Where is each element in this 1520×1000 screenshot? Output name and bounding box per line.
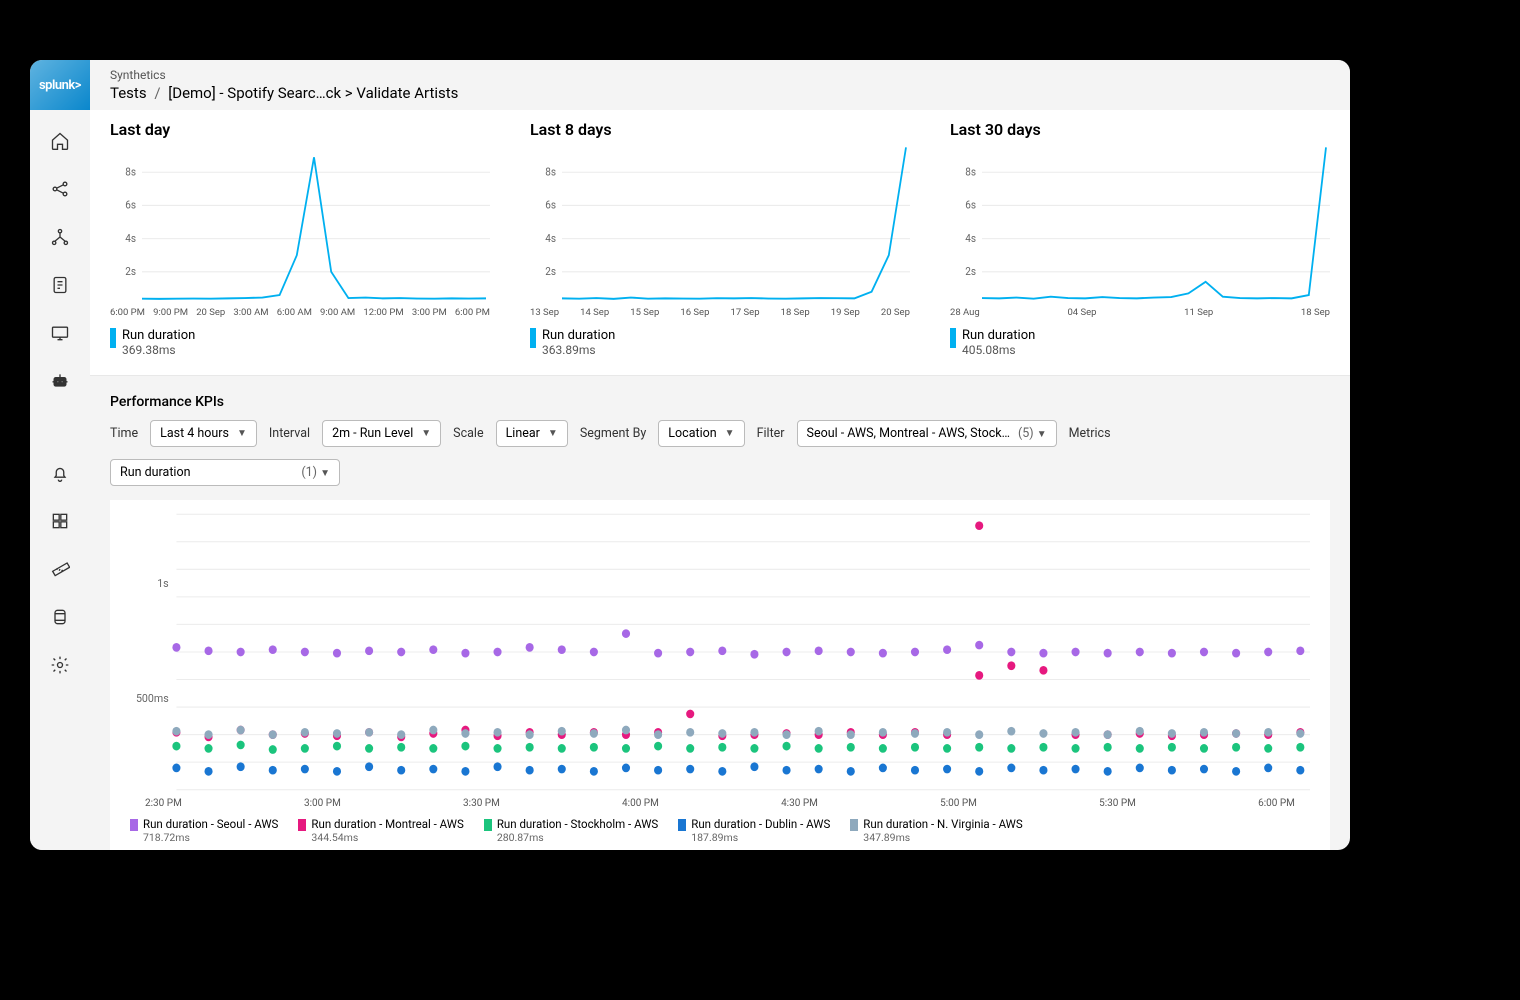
segment-label: Segment By [580, 426, 646, 441]
metrics-label: Metrics [1069, 426, 1111, 441]
scatter-legend-item: Run duration - Montreal - AWS344.54ms [298, 817, 463, 844]
legend-swatch [130, 819, 138, 831]
mini-chart-title: Last 8 days [530, 120, 910, 139]
main-content: Last day 2s 4s 6s 8s 6:00 PM9:00 PM20 Sep3:… [90, 110, 1350, 850]
app-window: splunk> Synthetics Tests / [Demo] - Spot… [30, 60, 1350, 850]
interval-label: Interval [269, 426, 310, 441]
scatter-legend: Run duration - Seoul - AWS718.72ms Run d… [130, 817, 1310, 844]
scale-label: Scale [453, 426, 483, 441]
scatter-legend-item: Run duration - Seoul - AWS718.72ms [130, 817, 278, 844]
chevron-down-icon: ▼ [237, 428, 247, 439]
legend-swatch [484, 819, 492, 831]
summary-charts-row: Last day 2s 4s 6s 8s 6:00 PM9:00 PM20 Sep3:… [90, 110, 1350, 376]
breadcrumb-sep: / [154, 84, 160, 102]
header: Synthetics Tests / [Demo] - Spotify Sear… [90, 60, 1350, 110]
mini-chart-title: Last 30 days [950, 120, 1330, 139]
chevron-down-icon: ▼ [548, 428, 558, 439]
robot-icon[interactable] [49, 370, 71, 392]
scatter-legend-item: Run duration - Dublin - AWS187.89ms [678, 817, 830, 844]
mini-chart-legend: Run duration405.08ms [950, 328, 1330, 357]
chevron-down-icon: ▼ [1037, 429, 1047, 440]
chevron-down-icon: ▼ [320, 468, 330, 479]
database-icon[interactable] [49, 606, 71, 628]
brand-logo[interactable]: splunk> [30, 60, 90, 110]
legend-swatch [298, 819, 306, 831]
legend-swatch [850, 819, 858, 831]
log-icon[interactable] [49, 274, 71, 296]
svg-text:2s: 2s [545, 265, 556, 278]
interval-dropdown[interactable]: 2m - Run Level▼ [322, 420, 441, 447]
mini-chart-title: Last day [110, 120, 490, 139]
scatter-xlabels: 2:30 PM3:00 PM3:30 PM4:00 PM4:30 PM5:00 … [130, 798, 1310, 809]
segment-dropdown[interactable]: Location▼ [658, 420, 744, 447]
legend-swatch [678, 819, 686, 831]
scatter-legend-item: Run duration - N. Virginia - AWS347.89ms [850, 817, 1022, 844]
tree-icon[interactable] [49, 226, 71, 248]
svg-text:8s: 8s [965, 165, 976, 178]
svg-text:8s: 8s [125, 165, 136, 178]
legend-swatch [530, 328, 536, 348]
kpi-title: Performance KPIs [110, 394, 1330, 410]
filter-label: Filter [757, 426, 785, 441]
screen-icon[interactable] [49, 322, 71, 344]
chevron-down-icon: ▼ [421, 428, 431, 439]
mini-chart-xlabels: 13 Sep14 Sep15 Sep16 Sep17 Sep18 Sep19 S… [530, 307, 910, 318]
scatter-chart: 500ms 1s [130, 508, 1310, 798]
time-dropdown[interactable]: Last 4 hours▼ [150, 420, 257, 447]
mini-chart-xlabels: 28 Aug04 Sep11 Sep18 Sep [950, 307, 1330, 318]
svg-text:4s: 4s [965, 232, 976, 245]
mini-chart-xlabels: 6:00 PM9:00 PM20 Sep3:00 AM6:00 AM9:00 A… [110, 307, 490, 318]
breadcrumb-root[interactable]: Tests [110, 84, 147, 102]
svg-text:6s: 6s [125, 198, 136, 211]
svg-text:4s: 4s [545, 232, 556, 245]
home-icon[interactable] [49, 130, 71, 152]
svg-text:6s: 6s [545, 198, 556, 211]
filter-dropdown[interactable]: Seoul - AWS, Montreal - AWS, Stock…(5) ▼ [797, 420, 1057, 447]
gear-icon[interactable] [49, 654, 71, 676]
breadcrumb: Tests / [Demo] - Spotify Searc…ck > Vali… [110, 84, 1330, 102]
kpi-filters: Time Last 4 hours▼ Interval 2m - Run Lev… [110, 420, 1330, 486]
mini-chart-panel: Last 30 days 2s 4s 6s 8s 28 Aug04 Sep11 Sep… [930, 120, 1350, 357]
svg-text:2s: 2s [125, 265, 136, 278]
metrics-dropdown[interactable]: Run duration(1) ▼ [110, 459, 340, 486]
section-label: Synthetics [110, 68, 1330, 82]
scale-dropdown[interactable]: Linear▼ [496, 420, 568, 447]
legend-swatch [950, 328, 956, 348]
svg-text:6s: 6s [965, 198, 976, 211]
chevron-down-icon: ▼ [725, 428, 735, 439]
mini-chart-panel: Last day 2s 4s 6s 8s 6:00 PM9:00 PM20 Sep3:… [90, 120, 510, 357]
time-label: Time [110, 426, 138, 441]
mini-line-chart: 2s 4s 6s 8s [530, 145, 910, 305]
ruler-icon[interactable] [49, 558, 71, 580]
svg-text:2s: 2s [965, 265, 976, 278]
svg-text:1s: 1s [157, 577, 169, 590]
mini-line-chart: 2s 4s 6s 8s [950, 145, 1330, 305]
sidebar-nav [30, 110, 90, 850]
kpi-section: Performance KPIs Time Last 4 hours▼ Inte… [90, 376, 1350, 850]
scatter-panel: 500ms 1s 2:30 PM3:00 PM3:30 PM4:00 PM4:30… [110, 500, 1330, 850]
bell-icon[interactable] [49, 462, 71, 484]
share-icon[interactable] [49, 178, 71, 200]
mini-chart-panel: Last 8 days 2s 4s 6s 8s 13 Sep14 Sep15 Sep1… [510, 120, 930, 357]
mini-chart-legend: Run duration369.38ms [110, 328, 490, 357]
svg-text:4s: 4s [125, 232, 136, 245]
breadcrumb-current: [Demo] - Spotify Searc…ck > Validate Art… [168, 84, 458, 102]
mini-line-chart: 2s 4s 6s 8s [110, 145, 490, 305]
svg-text:500ms: 500ms [136, 692, 169, 705]
grid-icon[interactable] [49, 510, 71, 532]
mini-chart-legend: Run duration363.89ms [530, 328, 910, 357]
scatter-legend-item: Run duration - Stockholm - AWS280.87ms [484, 817, 658, 844]
legend-swatch [110, 328, 116, 348]
svg-text:8s: 8s [545, 165, 556, 178]
